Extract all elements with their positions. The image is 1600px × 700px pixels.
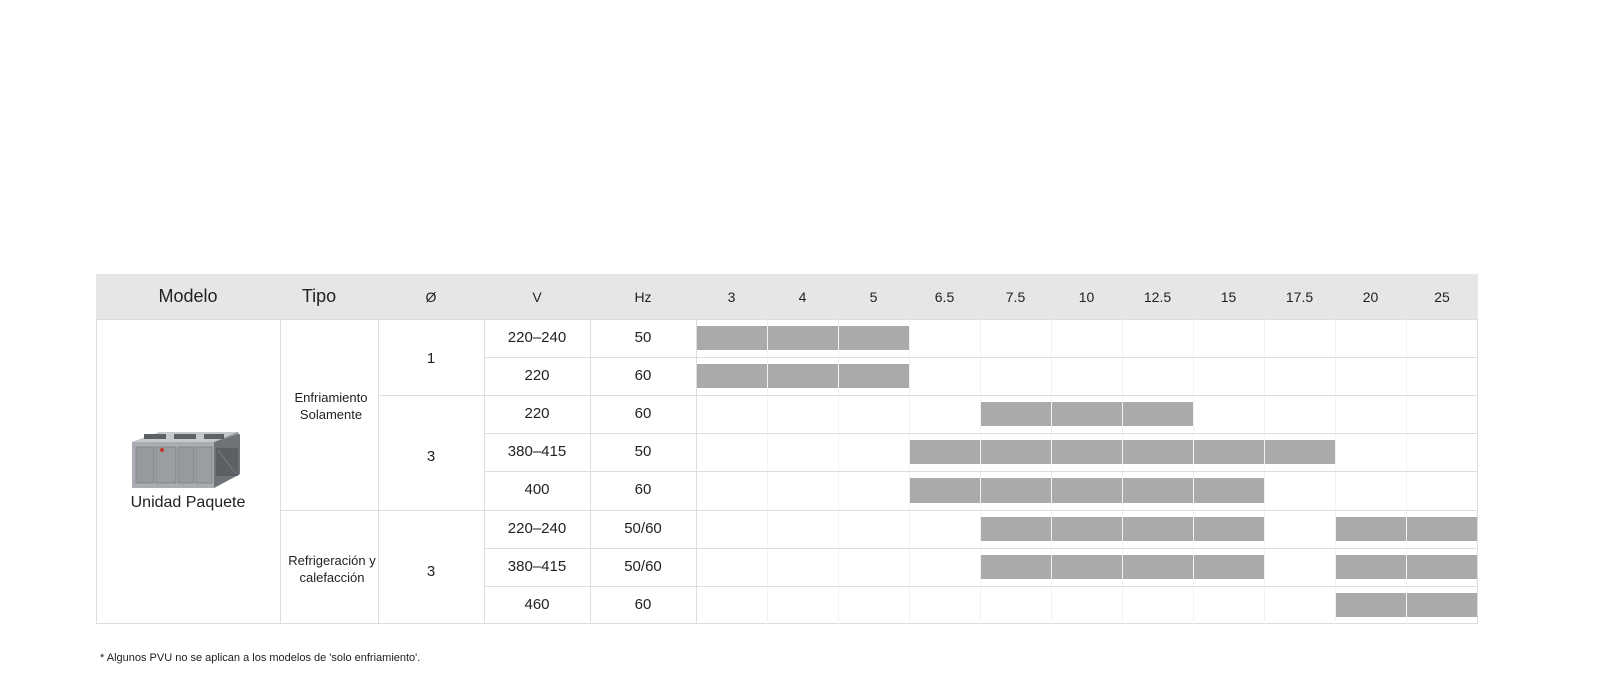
availability-bar	[1406, 555, 1478, 579]
availability-bar	[1051, 555, 1122, 579]
availability-bar	[1122, 517, 1193, 541]
header-capacity: 7.5	[1005, 289, 1026, 305]
availability-bar	[909, 440, 980, 464]
availability-bar	[980, 555, 1051, 579]
availability-bar	[1335, 517, 1406, 541]
availability-bar	[1051, 517, 1122, 541]
frequency-cell: 60	[634, 367, 652, 384]
phase-value: 1	[426, 350, 436, 367]
frequency-cell: 60	[634, 596, 652, 613]
header-capacity: 5	[869, 289, 878, 305]
availability-bar	[696, 364, 767, 388]
availability-bar	[1122, 402, 1193, 426]
availability-bar	[1122, 440, 1193, 464]
availability-bar	[980, 517, 1051, 541]
type-cooling-only: Enfriamiento Solamente	[294, 390, 368, 422]
voltage-cell: 380–415	[507, 558, 567, 575]
header-capacity: 4	[798, 289, 807, 305]
frequency-cell: 50	[634, 443, 652, 460]
availability-bar	[696, 326, 767, 350]
availability-bar	[1051, 402, 1122, 426]
voltage-cell: 220	[524, 367, 550, 384]
availability-bar	[980, 440, 1051, 464]
availability-bar	[767, 364, 838, 388]
availability-bar	[838, 364, 909, 388]
availability-bar	[838, 326, 909, 350]
phase-value: 3	[426, 563, 436, 580]
header-capacity: 15	[1220, 289, 1237, 305]
phase-value: 3	[426, 448, 436, 465]
header-capacity: 3	[727, 289, 736, 305]
header-phase: Ø	[425, 289, 437, 305]
availability-bar	[1264, 440, 1335, 464]
availability-bar	[1406, 593, 1478, 617]
availability-bar	[980, 402, 1051, 426]
type-heat-pump: Refrigeración y calefacción	[288, 553, 376, 585]
availability-bar	[1193, 478, 1264, 503]
header-frequency: Hz	[634, 289, 652, 305]
header-capacity: 10	[1078, 289, 1095, 305]
availability-bar	[1193, 440, 1264, 464]
footnote: * Algunos PVU no se aplican a los modelo…	[100, 652, 421, 664]
frequency-cell: 60	[634, 405, 652, 422]
header-capacity: 6.5	[934, 289, 955, 305]
header-model: Modelo	[158, 286, 218, 306]
package-unit-image	[132, 432, 240, 488]
voltage-cell: 220–240	[507, 329, 567, 346]
availability-bar	[767, 326, 838, 350]
header-type: Tipo	[301, 286, 337, 306]
availability-bar	[1122, 478, 1193, 503]
availability-bar	[1193, 555, 1264, 579]
header-capacity: 12.5	[1143, 289, 1172, 305]
availability-bar	[1051, 440, 1122, 464]
header-voltage: V	[532, 289, 542, 305]
availability-bar	[909, 478, 980, 503]
frequency-cell: 50/60	[624, 558, 662, 575]
frequency-cell: 50/60	[624, 520, 662, 537]
availability-bar	[1406, 517, 1478, 541]
header-capacity: 25	[1434, 289, 1450, 305]
frequency-cell: 50	[634, 329, 652, 346]
availability-bar	[1051, 478, 1122, 503]
frequency-cell: 60	[634, 481, 652, 498]
header-capacity: 17.5	[1285, 289, 1314, 305]
availability-bar	[1335, 593, 1406, 617]
voltage-cell: 400	[524, 481, 550, 498]
voltage-cell: 380–415	[507, 443, 567, 460]
voltage-cell: 220	[524, 405, 550, 422]
header-capacity: 20	[1362, 289, 1379, 305]
model-name: Unidad Paquete	[130, 494, 246, 511]
availability-bar	[980, 478, 1051, 503]
header-background	[96, 274, 1478, 319]
voltage-cell: 460	[524, 596, 550, 613]
availability-bar	[1193, 517, 1264, 541]
availability-bar	[1122, 555, 1193, 579]
voltage-cell: 220–240	[507, 520, 567, 537]
availability-bar	[1335, 555, 1406, 579]
